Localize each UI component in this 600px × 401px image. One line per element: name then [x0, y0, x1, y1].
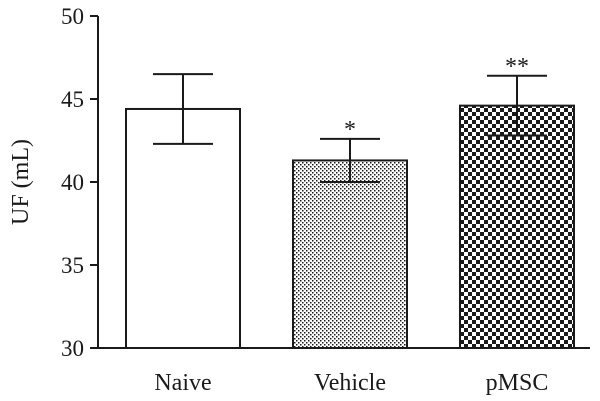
y-tick-label: 50	[61, 4, 84, 29]
y-axis: 30 35 40 45 50	[61, 4, 99, 361]
y-tick-label: 35	[61, 253, 84, 278]
y-axis-title: UF (mL)	[8, 139, 34, 225]
bars-group	[125, 104, 575, 349]
y-tick-label: 30	[61, 336, 84, 361]
bar-vehicle	[292, 159, 408, 349]
labels-group: Naive * Vehicle ** pMSC	[154, 54, 548, 396]
bar-naive	[125, 107, 241, 349]
y-tick-label: 45	[61, 87, 84, 112]
x-category-label: pMSC	[486, 370, 549, 396]
significance-label: *	[344, 117, 356, 143]
significance-label: **	[505, 54, 529, 80]
y-tick-label: 40	[61, 170, 84, 195]
error-bars-group	[153, 73, 547, 183]
bar-pmsc	[459, 104, 575, 349]
x-category-label: Naive	[154, 370, 211, 396]
x-category-label: Vehicle	[314, 370, 386, 396]
